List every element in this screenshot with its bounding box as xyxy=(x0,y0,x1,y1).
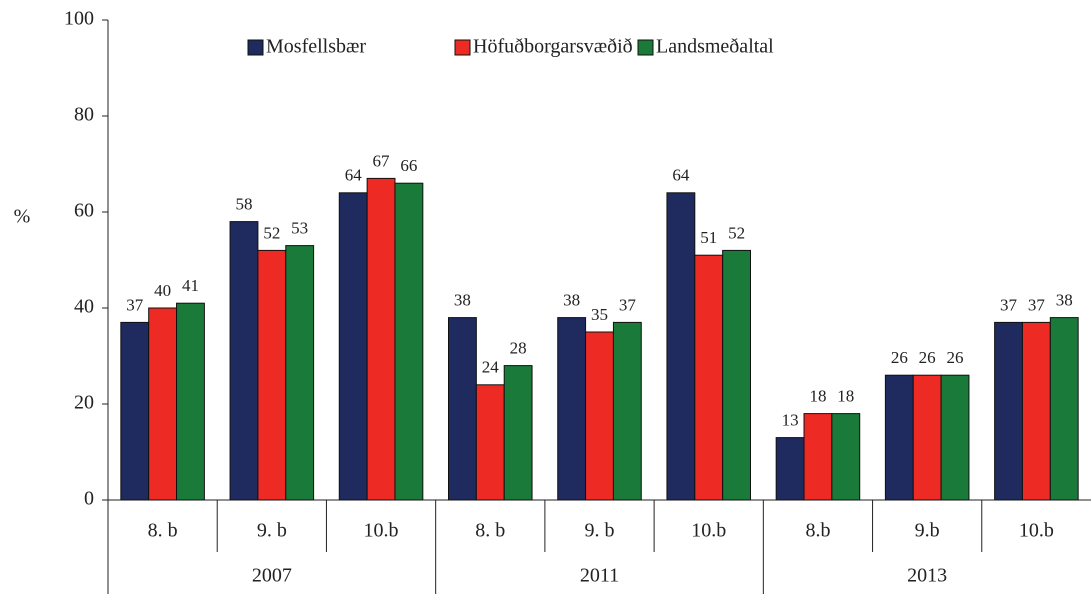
value-label: 67 xyxy=(373,151,391,170)
bar xyxy=(120,321,150,501)
bar xyxy=(831,413,861,501)
value-label: 26 xyxy=(947,348,964,367)
x-tick-label: 9. b xyxy=(257,520,287,542)
group-label: 2013 xyxy=(907,565,947,587)
bar xyxy=(940,374,970,501)
value-label: 18 xyxy=(809,387,826,406)
bar xyxy=(912,374,942,501)
y-axis-label: % xyxy=(14,206,31,228)
bar xyxy=(285,245,315,501)
bar xyxy=(803,413,833,501)
bar xyxy=(257,249,287,501)
x-tick-label: 9. b xyxy=(585,520,615,542)
value-label: 58 xyxy=(235,195,252,214)
y-tick-label: 100 xyxy=(64,8,94,30)
bar xyxy=(366,177,396,501)
bar xyxy=(884,374,914,501)
bar xyxy=(557,317,587,501)
value-label: 13 xyxy=(782,411,799,430)
value-label: 37 xyxy=(1000,295,1018,314)
value-label: 37 xyxy=(126,295,144,314)
bar xyxy=(994,321,1023,501)
bar xyxy=(775,437,805,501)
y-tick-label: 40 xyxy=(74,296,94,318)
x-tick-label: 10.b xyxy=(691,520,726,542)
bar xyxy=(1021,321,1051,501)
x-tick-label: 8. b xyxy=(148,520,178,542)
legend-label: Mosfellsbær xyxy=(266,36,366,58)
value-label: 41 xyxy=(182,276,199,295)
bar xyxy=(666,192,696,501)
value-label: 24 xyxy=(482,358,500,377)
bar xyxy=(694,254,724,501)
y-tick-label: 20 xyxy=(74,392,94,414)
bar xyxy=(503,365,533,501)
legend-label: Landsmeðaltal xyxy=(656,36,774,58)
group-label: 2011 xyxy=(580,565,619,587)
value-label: 64 xyxy=(672,166,690,185)
bar xyxy=(394,182,424,501)
value-label: 28 xyxy=(510,339,527,358)
value-label: 52 xyxy=(263,223,280,242)
value-label: 52 xyxy=(728,223,745,242)
y-tick-label: 0 xyxy=(84,488,94,510)
bar xyxy=(448,317,477,501)
value-label: 37 xyxy=(1028,295,1046,314)
value-label: 37 xyxy=(619,295,637,314)
legend-swatch xyxy=(637,39,654,56)
bar xyxy=(176,302,205,501)
bar xyxy=(612,321,642,501)
x-tick-label: 8. b xyxy=(475,520,505,542)
value-label: 35 xyxy=(591,305,608,324)
x-tick-label: 10.b xyxy=(364,520,399,542)
bar xyxy=(585,331,614,501)
value-label: 38 xyxy=(454,291,471,310)
value-label: 51 xyxy=(700,228,717,247)
legend-swatch xyxy=(247,39,264,56)
value-label: 53 xyxy=(291,219,308,238)
value-label: 18 xyxy=(837,387,854,406)
x-tick-label: 10.b xyxy=(1019,520,1054,542)
x-tick-label: 8.b xyxy=(805,520,830,542)
value-label: 26 xyxy=(919,348,936,367)
y-tick-label: 80 xyxy=(74,104,94,126)
legend-label: Höfuðborgarsvæðið xyxy=(473,36,633,58)
group-label: 2007 xyxy=(252,565,292,587)
bar xyxy=(229,221,259,501)
legend-swatch xyxy=(454,39,471,56)
value-label: 38 xyxy=(1056,291,1073,310)
x-tick-label: 9.b xyxy=(915,520,940,542)
bar xyxy=(148,307,178,501)
y-tick-label: 60 xyxy=(74,200,94,222)
value-label: 40 xyxy=(154,281,171,300)
bar xyxy=(338,192,368,501)
bar xyxy=(475,384,505,501)
value-label: 66 xyxy=(400,156,417,175)
value-label: 64 xyxy=(345,166,363,185)
value-label: 26 xyxy=(891,348,908,367)
bar xyxy=(1049,317,1079,501)
bar xyxy=(722,249,751,501)
value-label: 38 xyxy=(563,291,580,310)
